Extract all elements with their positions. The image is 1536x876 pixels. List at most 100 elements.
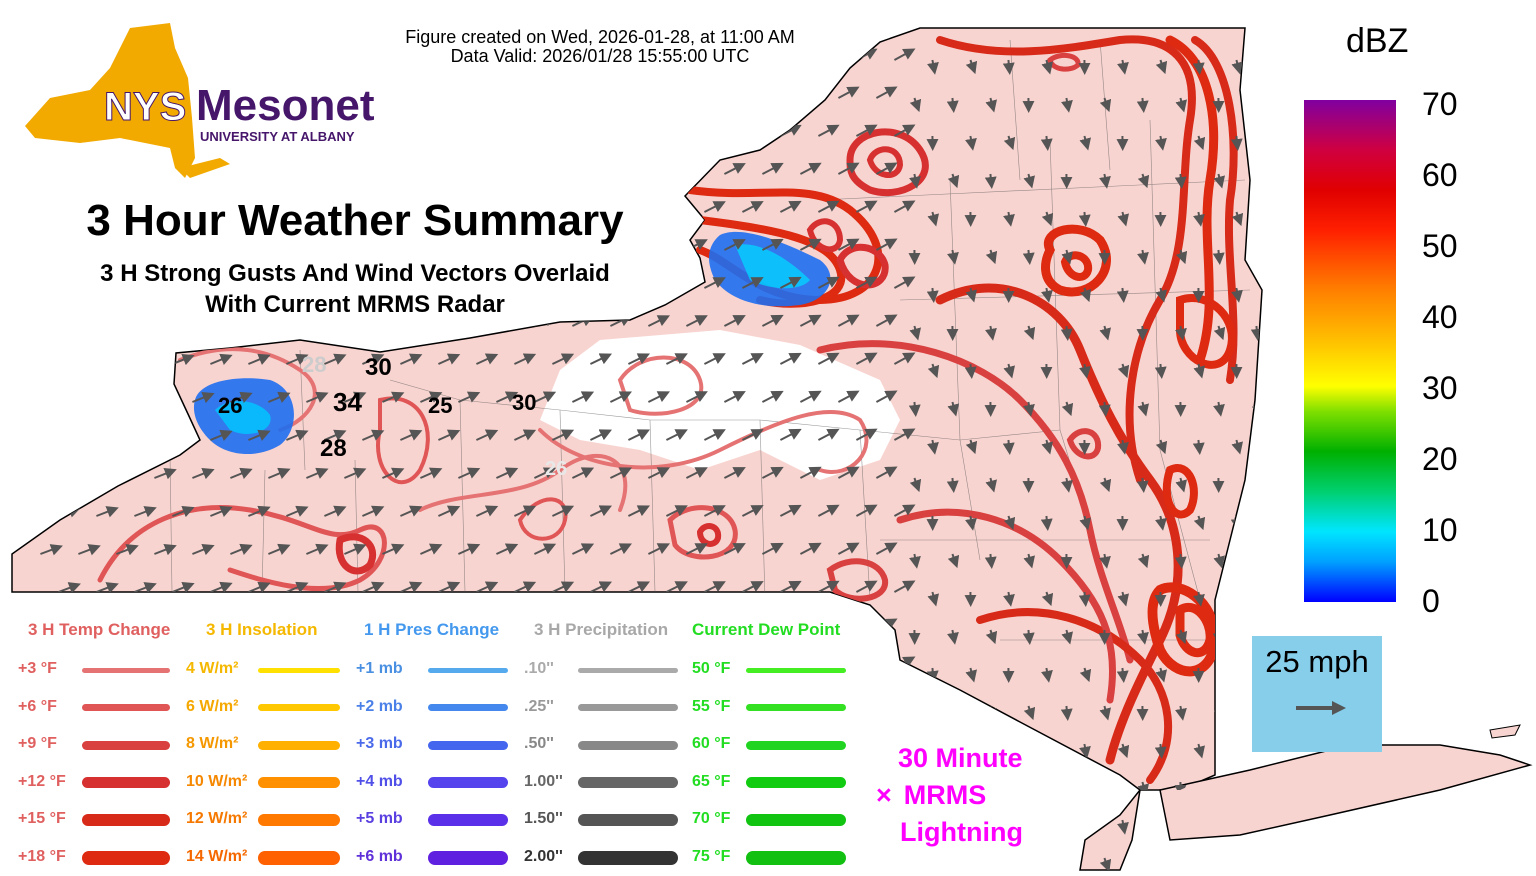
wind-vector-arrow	[306, 467, 329, 479]
wind-vector-arrow	[420, 87, 443, 99]
wind-vector-arrow	[817, 276, 840, 289]
wind-vector-arrow	[685, 543, 708, 555]
wind-vector-arrow	[513, 505, 537, 517]
wind-vector-arrow	[875, 86, 898, 99]
wind-vector-arrow	[230, 391, 253, 404]
colorbar-tick: 50	[1422, 228, 1458, 264]
wind-vector-arrow	[609, 87, 632, 99]
wind-vector-arrow	[476, 581, 499, 593]
figure-header: Figure created on Wed, 2026-01-28, at 11…	[330, 28, 870, 66]
wind-vector-arrow	[799, 86, 822, 99]
wind-vector-arrow	[685, 467, 708, 479]
wind-vector-arrow	[513, 125, 537, 137]
wind-vector-arrow	[210, 581, 233, 594]
wind-vector-arrow	[476, 125, 499, 137]
wind-vector-arrow	[1174, 553, 1187, 569]
legend-line-dewpoint	[746, 704, 846, 711]
wind-vector-arrow	[134, 430, 157, 442]
wind-vector-arrow	[965, 439, 978, 455]
colorbar-tick: 70	[1422, 86, 1458, 122]
wind-vector-arrow	[893, 352, 916, 365]
wind-vector-arrow	[496, 467, 519, 479]
wind-vector-arrow	[589, 353, 613, 365]
wind-vector-arrow	[965, 135, 977, 151]
wind-vector-arrow	[496, 391, 519, 403]
wind-vector-arrow	[400, 429, 423, 441]
wind-scale-arrow-icon	[1296, 701, 1346, 715]
wind-vector-arrow	[551, 581, 575, 593]
gust-label: 28	[302, 352, 326, 377]
legend-label-pressure: +5 mb	[356, 810, 403, 827]
legend-label-precip: .10''	[524, 660, 554, 677]
wind-vector-arrow	[1098, 781, 1111, 797]
wind-vector-arrow	[761, 314, 784, 327]
wind-vector-arrow	[723, 87, 746, 99]
wind-vector-arrow	[909, 325, 921, 341]
logo-mesonet-text: Mesonet	[196, 81, 375, 130]
wind-vector-arrow	[947, 401, 959, 417]
wind-vector-arrow	[400, 125, 423, 137]
wind-vector-arrow	[210, 353, 233, 366]
wind-vector-arrow	[438, 429, 461, 441]
wind-vector-arrow	[799, 314, 822, 327]
wind-vector-arrow	[723, 315, 746, 327]
wind-vector-arrow	[1003, 363, 1015, 379]
wind-vector-arrow	[476, 429, 499, 441]
gust-label: 26	[545, 458, 567, 480]
wind-vector-arrow	[817, 656, 840, 669]
wind-vector-arrow	[893, 200, 916, 213]
wind-vector-arrow	[476, 505, 499, 517]
wind-vector-arrow	[400, 353, 423, 365]
legend-label-precip: .25''	[524, 697, 554, 715]
legend-line-temp	[82, 740, 170, 750]
wind-vector-arrow	[1079, 743, 1091, 759]
legend-label-pressure: +3 mb	[356, 735, 403, 752]
wind-vector-arrow	[1251, 97, 1262, 113]
wind-vector-arrow	[1060, 705, 1073, 721]
wind-vector-arrow	[1041, 59, 1053, 75]
wind-vector-arrow	[589, 429, 613, 441]
wind-vector-arrow	[134, 582, 157, 594]
wind-vector-arrow	[1117, 59, 1129, 75]
wind-vector-arrow	[1155, 515, 1167, 531]
wind-vector-arrow	[1174, 173, 1187, 189]
wind-vector-arrow	[909, 705, 921, 721]
wind-vector-arrow	[1136, 857, 1149, 870]
wind-vector-arrow	[665, 505, 688, 517]
wind-vector-arrow	[571, 391, 595, 403]
legend-label-dewpoint: 70 °F	[692, 810, 731, 827]
legend-label-pressure: +1 mb	[356, 660, 403, 677]
wind-vector-arrow	[1193, 743, 1205, 759]
colorbar-tick: 30	[1422, 370, 1458, 406]
wind-vector-arrow	[909, 477, 922, 493]
colorbar	[1304, 100, 1396, 602]
wind-vector-arrow	[837, 542, 860, 555]
wind-vector-arrow	[438, 505, 461, 517]
wind-vector-arrow	[154, 392, 177, 404]
wind-vector-arrow	[761, 238, 784, 251]
wind-vector-arrow	[362, 581, 385, 593]
subtitle-line2: With Current MRMS Radar	[205, 291, 505, 318]
wind-vector-arrow	[58, 430, 81, 442]
wind-vector-arrow	[985, 97, 997, 113]
wind-vector-arrow	[855, 352, 878, 365]
wind-vector-arrow	[609, 467, 632, 479]
wind-vector-arrow	[248, 505, 271, 517]
wind-vector-arrow	[964, 363, 977, 379]
wind-vector-arrow	[779, 276, 802, 289]
wind-vector-arrow	[761, 162, 784, 175]
wind-vector-arrow	[685, 391, 708, 403]
wind-vector-arrow	[496, 543, 519, 555]
wind-vector-arrow	[382, 467, 405, 479]
wind-vector-arrow	[855, 504, 878, 517]
wind-vector-arrow	[1193, 363, 1205, 379]
legend-line-temp	[82, 777, 170, 788]
wind-vector-arrow	[1175, 857, 1187, 870]
wind-vector-arrow	[1175, 477, 1187, 493]
wind-vector-arrow	[647, 391, 670, 403]
wind-vector-arrow	[761, 542, 784, 555]
wind-vector-arrow	[1231, 591, 1244, 607]
wind-vector-arrow	[703, 581, 726, 593]
wind-vector-arrow	[779, 124, 802, 137]
wind-vector-arrow	[927, 439, 939, 455]
